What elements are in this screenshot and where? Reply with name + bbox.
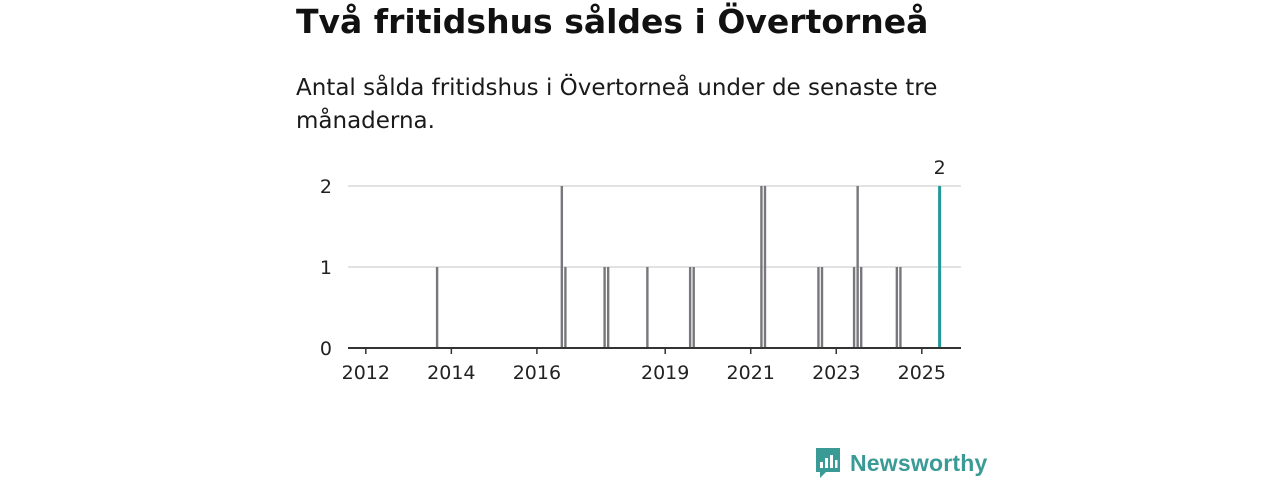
bar [692, 267, 695, 348]
bar [435, 267, 439, 348]
y-tick-label: 0 [320, 338, 332, 360]
bar [603, 267, 606, 348]
highlight-bar [938, 186, 942, 348]
x-tick-label: 2016 [513, 362, 561, 384]
chart-title: Två fritidshus såldes i Övertorneå [296, 2, 929, 41]
bar [560, 186, 564, 348]
x-tick-label: 2019 [641, 362, 689, 384]
bar [646, 267, 649, 348]
bar [606, 267, 610, 348]
brand-name: Newsworthy [850, 449, 988, 476]
x-tick-label: 2021 [727, 362, 775, 384]
bar [856, 186, 859, 348]
highlight-value-label: 2 [934, 157, 946, 179]
bar [688, 267, 692, 348]
x-tick-label: 2012 [342, 362, 390, 384]
newsworthy-logo-icon [816, 448, 840, 478]
bar [899, 267, 902, 348]
chart-subtitle: Antal sålda fritidshus i Övertorneå unde… [296, 75, 938, 134]
brand-logo: Newsworthy [814, 445, 987, 480]
bar [852, 267, 856, 348]
bar [820, 267, 824, 348]
bar [817, 267, 820, 348]
bar [763, 186, 767, 348]
bar [564, 267, 567, 348]
bar [895, 267, 899, 348]
x-tick-label: 2014 [427, 362, 475, 384]
y-tick-label: 1 [320, 257, 332, 279]
x-tick-label: 2025 [898, 362, 946, 384]
y-tick-label: 2 [320, 176, 332, 198]
bar [860, 267, 863, 348]
x-tick-label: 2023 [812, 362, 860, 384]
bar [760, 186, 763, 348]
